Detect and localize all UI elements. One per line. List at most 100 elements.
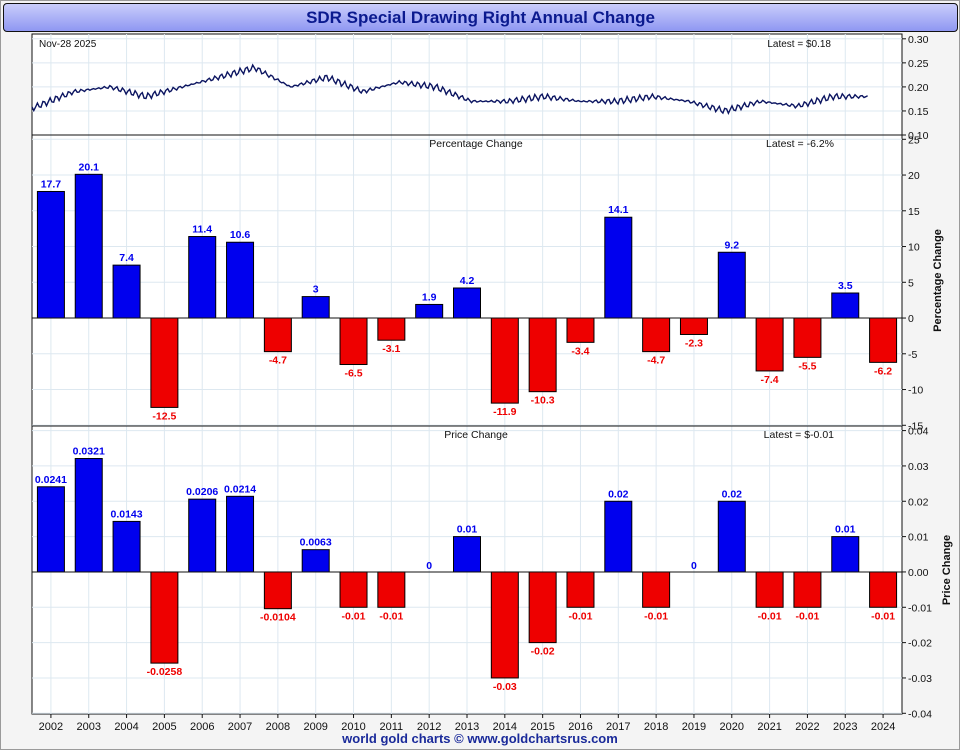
y-tick-label: 20 — [908, 170, 920, 182]
latest-change-label: Latest = -6.2% — [766, 138, 834, 150]
x-tick-label: 2002 — [39, 721, 63, 733]
bar — [415, 303, 444, 319]
data-label: 10.6 — [230, 229, 251, 241]
y-tick-label: -5 — [908, 349, 917, 361]
y-tick-label: 0.10 — [908, 130, 929, 142]
y-tick-label: 0.03 — [908, 461, 929, 473]
data-label: -0.01 — [758, 610, 782, 622]
x-tick-label: 2024 — [871, 721, 895, 733]
title-bar: SDR Special Drawing Right Annual Change — [3, 3, 958, 32]
data-label: -4.7 — [269, 355, 287, 367]
bar — [453, 536, 481, 573]
data-label: 17.7 — [41, 178, 62, 190]
data-label: -12.5 — [152, 410, 176, 422]
bar — [679, 317, 708, 335]
y-tick-label: -0.04 — [908, 708, 932, 720]
bar — [528, 571, 557, 644]
bar — [642, 571, 671, 608]
x-tick-label: 2011 — [380, 721, 404, 733]
data-label: -10.3 — [531, 395, 555, 407]
bar — [755, 571, 784, 608]
data-label: -0.01 — [871, 610, 895, 622]
data-label: 0.0241 — [35, 474, 67, 486]
x-tick-label: 2016 — [568, 721, 592, 733]
bar — [453, 287, 481, 319]
data-label: 0 — [691, 560, 697, 572]
x-tick-label: 2007 — [228, 721, 252, 733]
data-label: 9.2 — [724, 239, 739, 251]
bar — [226, 495, 255, 573]
data-label: -11.9 — [493, 406, 517, 418]
bar — [377, 317, 406, 341]
date-label: Nov-28 2025 — [39, 39, 97, 50]
data-label: 0.0214 — [224, 483, 256, 495]
y-axis-label: Percentage Change — [932, 229, 944, 332]
y-tick-label: 15 — [908, 206, 920, 218]
x-tick-label: 2010 — [341, 721, 365, 733]
x-tick-label: 2015 — [530, 721, 554, 733]
bar — [490, 571, 519, 679]
y-tick-label: -15 — [908, 420, 923, 432]
y-tick-label: 0 — [908, 313, 914, 325]
bar — [717, 500, 746, 573]
x-tick-label: 2005 — [152, 721, 176, 733]
data-label: 0.01 — [457, 524, 478, 536]
y-tick-label: -0.03 — [908, 673, 932, 685]
bar — [566, 317, 595, 343]
data-label: -0.02 — [531, 646, 555, 658]
data-label: -0.03 — [493, 681, 517, 693]
latest-price-label: Latest = $0.18 — [767, 39, 831, 50]
x-tick-label: 2017 — [606, 721, 630, 733]
bar — [188, 236, 217, 319]
x-tick-label: 2003 — [76, 721, 100, 733]
data-label: 3 — [313, 284, 319, 296]
bar — [490, 317, 519, 404]
bar — [869, 317, 898, 363]
data-label: 0.0206 — [186, 486, 218, 498]
y-tick-label: 0.04 — [908, 426, 929, 438]
data-label: 0.02 — [608, 488, 629, 500]
x-tick-label: 2018 — [644, 721, 668, 733]
data-label: 0.0143 — [111, 508, 143, 520]
bar — [263, 317, 292, 353]
data-label: 0 — [426, 560, 432, 572]
data-label: 7.4 — [119, 252, 134, 264]
data-label: 0.0063 — [300, 537, 332, 549]
y-tick-label: 25 — [908, 134, 920, 146]
y-tick-label: 0.25 — [908, 58, 929, 70]
data-label: -0.01 — [644, 610, 668, 622]
bar — [112, 264, 141, 319]
x-tick-label: 2020 — [720, 721, 744, 733]
data-label: -2.3 — [685, 337, 703, 349]
data-label: -0.0258 — [147, 666, 183, 678]
bar — [74, 173, 103, 319]
panel-title: Percentage Change — [429, 138, 523, 150]
x-tick-label: 2022 — [795, 721, 819, 733]
data-label: -3.1 — [382, 343, 400, 355]
data-label: -0.01 — [342, 610, 366, 622]
data-label: -0.01 — [379, 610, 403, 622]
data-label: -0.01 — [569, 610, 593, 622]
sdr-price-line — [31, 63, 868, 116]
data-label: -3.4 — [571, 345, 589, 357]
bar — [869, 571, 898, 608]
bar — [642, 317, 671, 353]
data-label: -7.4 — [761, 374, 779, 386]
data-label: -6.5 — [344, 368, 362, 380]
y-tick-label: 0.30 — [908, 34, 929, 46]
x-tick-label: 2004 — [114, 721, 138, 733]
bar — [717, 251, 746, 319]
x-tick-label: 2021 — [757, 721, 781, 733]
bar — [150, 571, 179, 664]
y-tick-label: 0.20 — [908, 82, 929, 94]
y-tick-label: -0.01 — [908, 602, 932, 614]
data-label: -4.7 — [647, 355, 665, 367]
data-label: -0.01 — [795, 610, 819, 622]
x-tick-label: 2014 — [493, 721, 517, 733]
y-tick-label: 10 — [908, 242, 920, 254]
y-axis-label: Price Change — [941, 535, 953, 605]
bar — [150, 317, 179, 408]
data-label: 0.01 — [835, 524, 856, 536]
